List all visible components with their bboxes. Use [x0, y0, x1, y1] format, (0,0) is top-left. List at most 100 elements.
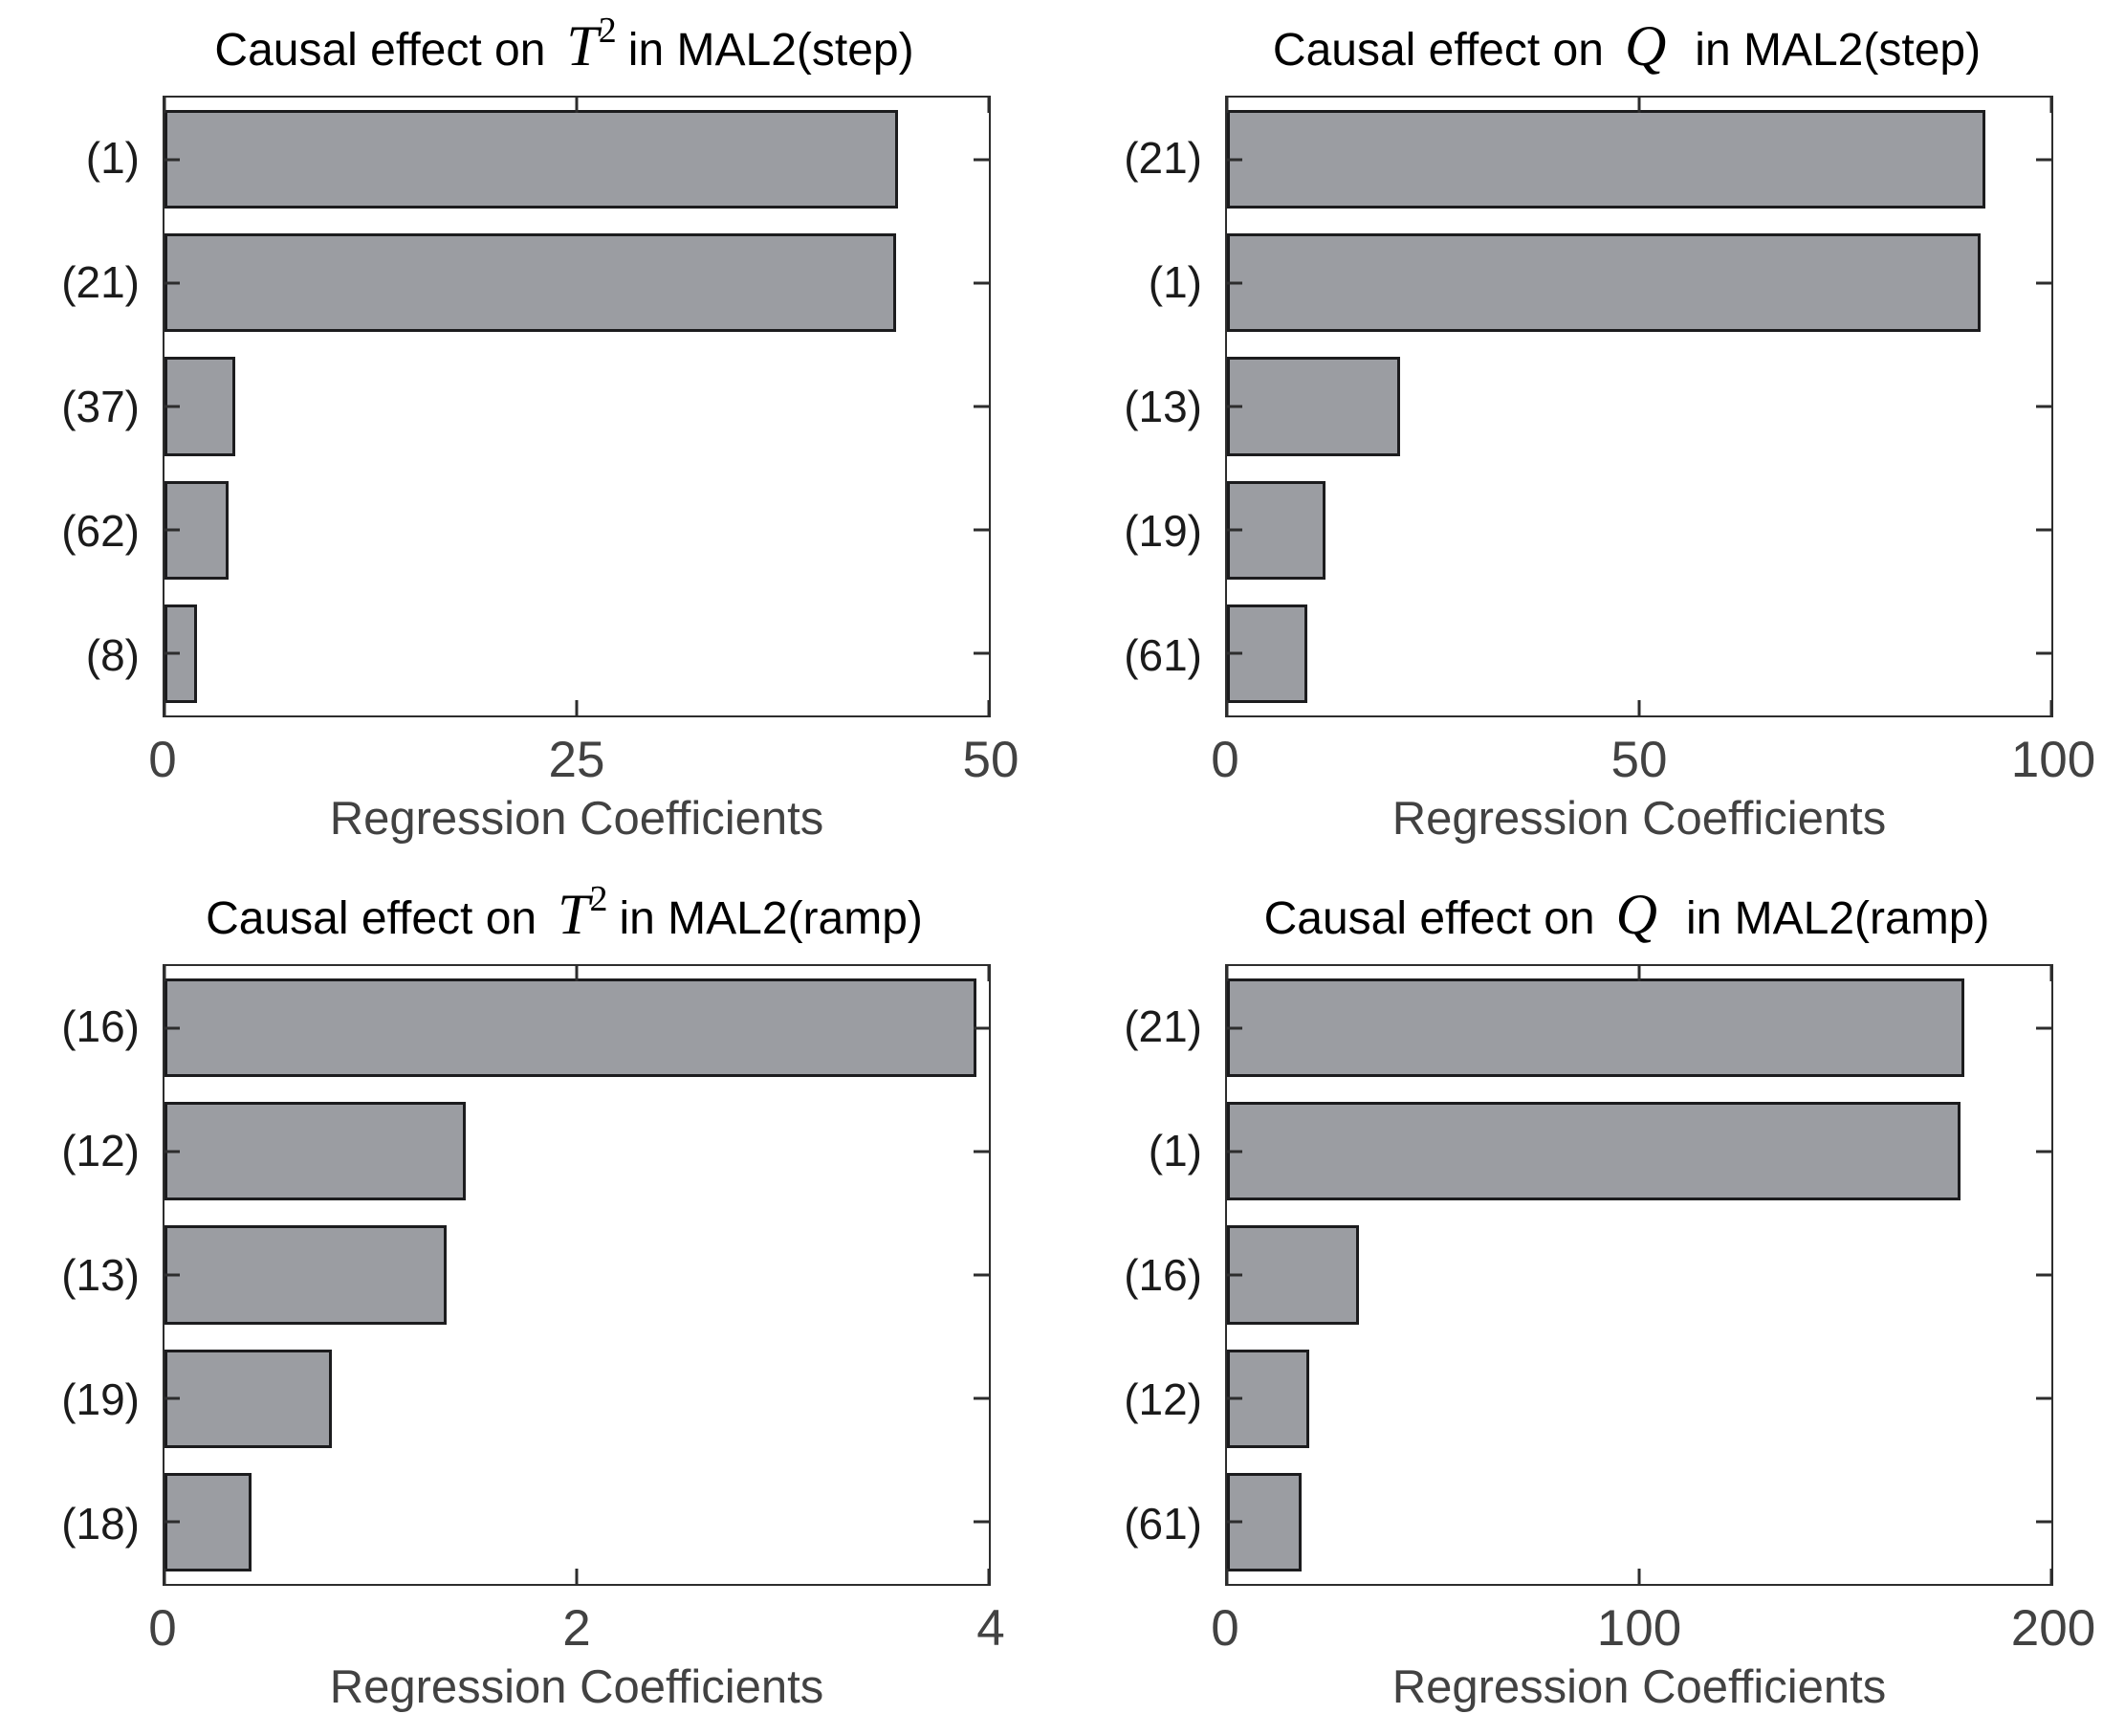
- y-axis-tick: [974, 651, 989, 655]
- y-axis-tick: [164, 651, 180, 655]
- y-axis-tick: [974, 405, 989, 408]
- x-axis-tick: [163, 1569, 166, 1584]
- y-axis-tick: [974, 1026, 989, 1030]
- y-axis-tick: [974, 281, 989, 285]
- y-axis-tick: [2036, 1520, 2051, 1524]
- x-axis-label: Regression Coefficients: [329, 793, 824, 845]
- x-axis-tick: [1225, 966, 1229, 981]
- category-label: (18): [61, 1499, 140, 1549]
- x-tick-label: 4: [976, 1600, 1005, 1657]
- y-axis-tick: [2036, 158, 2051, 162]
- y-axis-tick: [164, 1026, 180, 1030]
- x-axis-tick: [575, 966, 579, 981]
- chart-title: Causal effect on T2 in MAL2(ramp): [105, 881, 1023, 948]
- x-tick-label-row: 0 2 4: [148, 1599, 1004, 1659]
- y-axis-tick: [2036, 281, 2051, 285]
- x-axis-tick: [987, 966, 991, 981]
- plot-area: [163, 964, 991, 1586]
- y-axis-tick: [1227, 1520, 1242, 1524]
- x-axis-tick: [2049, 98, 2053, 113]
- category-label: (16): [61, 1001, 140, 1051]
- bar: [164, 1102, 466, 1201]
- y-axis-tick: [2036, 1026, 2051, 1030]
- x-axis-tick: [2049, 1569, 2053, 1584]
- chart-title-math-symbol: Q: [1625, 14, 1666, 77]
- plot-area: [163, 96, 991, 717]
- x-tick-label: 0: [148, 732, 177, 788]
- x-axis-tick: [575, 1569, 579, 1584]
- x-axis-tick: [1637, 700, 1641, 715]
- x-tick-label: 200: [2010, 1600, 2096, 1657]
- y-axis-tick: [974, 1396, 989, 1400]
- bar: [1227, 978, 1965, 1078]
- category-label: (37): [61, 382, 140, 431]
- y-axis-tick: [1227, 1273, 1242, 1277]
- bar: [164, 1225, 448, 1325]
- bar: [1227, 1102, 1961, 1201]
- x-axis-label: Regression Coefficients: [1391, 1661, 1887, 1713]
- y-axis-tick: [974, 528, 989, 532]
- x-axis-label: Regression Coefficients: [1391, 793, 1887, 845]
- category-label: (12): [1124, 1374, 1202, 1424]
- x-axis-tick: [1637, 98, 1641, 113]
- x-axis-tick: [987, 1569, 991, 1584]
- math-symbol-base: T: [566, 14, 599, 77]
- x-tick-label: 50: [1610, 732, 1668, 788]
- chart-title-prefix: Causal effect on: [214, 25, 546, 76]
- bar: [1227, 233, 1981, 333]
- y-axis-tick: [1227, 1396, 1242, 1400]
- chart-title-suffix: in MAL2(ramp): [1685, 893, 1990, 944]
- y-axis-tick: [1227, 281, 1242, 285]
- x-tick-label: 0: [148, 1600, 177, 1657]
- math-symbol-base: Q: [1615, 883, 1657, 946]
- category-label: (61): [1124, 1499, 1202, 1549]
- y-axis-tick: [1227, 1150, 1242, 1154]
- bar: [164, 109, 899, 209]
- category-label: (21): [61, 257, 140, 307]
- chart-title-math-symbol: T2: [566, 11, 617, 77]
- x-tick-label: 25: [548, 732, 605, 788]
- category-label: (21): [1124, 133, 1202, 183]
- y-axis-tick: [2036, 1273, 2051, 1277]
- math-symbol-superscript: 2: [598, 11, 617, 51]
- chart-title-suffix: in MAL2(ramp): [619, 893, 923, 944]
- plot-area: [1225, 96, 2053, 717]
- category-label: (62): [61, 506, 140, 556]
- category-label: (8): [85, 630, 140, 680]
- chart-title-prefix: Causal effect on: [1263, 893, 1595, 944]
- category-label: (1): [1148, 1126, 1202, 1176]
- y-axis-tick: [164, 1150, 180, 1154]
- x-axis-tick: [1225, 98, 1229, 113]
- x-axis-tick: [163, 700, 166, 715]
- category-label: (1): [85, 133, 140, 183]
- y-axis-tick: [164, 281, 180, 285]
- bar: [164, 1472, 252, 1572]
- bar: [1227, 1225, 1359, 1325]
- category-label: (13): [61, 1250, 140, 1300]
- category-label: (13): [1124, 382, 1202, 431]
- y-axis-tick: [974, 1520, 989, 1524]
- x-axis-tick: [2049, 700, 2053, 715]
- x-tick-label: 100: [1596, 1600, 1682, 1657]
- bar: [164, 233, 897, 333]
- category-label: (21): [1124, 1001, 1202, 1051]
- y-axis-tick: [974, 158, 989, 162]
- chart-title-prefix: Causal effect on: [1272, 25, 1604, 76]
- category-label: (19): [1124, 506, 1202, 556]
- category-label: (12): [61, 1126, 140, 1176]
- x-axis-tick: [1637, 1569, 1641, 1584]
- x-tick-label: 0: [1211, 732, 1239, 788]
- bar: [1227, 357, 1401, 456]
- x-axis-tick: [163, 98, 166, 113]
- bar-chart-panel-t2-step: Causal effect on T2 in MAL2(step) (1) (21) (3…: [0, 0, 1062, 868]
- y-axis-tick: [1227, 405, 1242, 408]
- bar-chart-panel-t2-ramp: Causal effect on T2 in MAL2(ramp) (16) (12) (…: [0, 868, 1062, 1736]
- x-tick-label: 0: [1211, 1600, 1239, 1657]
- x-axis-tick: [163, 966, 166, 981]
- x-axis-tick: [2049, 966, 2053, 981]
- x-axis-label: Regression Coefficients: [329, 1661, 824, 1713]
- y-axis-tick: [164, 1396, 180, 1400]
